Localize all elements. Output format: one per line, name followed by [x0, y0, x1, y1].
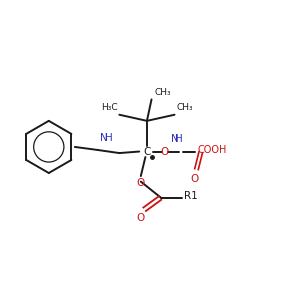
Text: O: O — [137, 213, 145, 223]
Text: O: O — [137, 178, 145, 188]
Text: H: H — [105, 133, 112, 143]
Text: N: N — [100, 133, 108, 143]
Text: COOH: COOH — [198, 145, 227, 155]
Text: CH₃: CH₃ — [176, 103, 193, 112]
Text: N: N — [171, 134, 179, 144]
Text: H₃C: H₃C — [101, 103, 118, 112]
Text: R1: R1 — [184, 191, 197, 201]
Text: C: C — [143, 146, 151, 157]
Text: O: O — [191, 174, 199, 184]
Text: O: O — [160, 146, 169, 157]
Text: CH₃: CH₃ — [154, 88, 171, 97]
Text: H: H — [175, 134, 183, 144]
